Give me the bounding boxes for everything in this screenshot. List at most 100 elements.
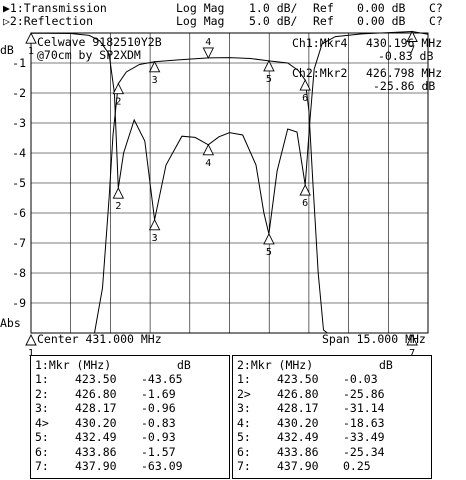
y-tick-label: -3 [12,116,26,130]
ch1-ref: 0.00 dB [357,1,406,15]
ch1-row-freq: 433.86 [75,444,117,459]
transmission-trace [31,57,428,334]
ch2-marker-label: Ch2:Mkr2 [292,66,348,80]
ch2-row-id: 6: [237,444,251,459]
ch2-format: Log Mag [176,14,225,28]
y-tick-label: -6 [12,206,26,220]
ch1-flag: C? [429,1,443,15]
ch1-row-val: -0.93 [141,430,176,444]
ch1-marker-5-triangle [263,59,275,72]
ch2-row-id: 4: [237,415,251,430]
ch1-row-freq: 430.20 [75,415,117,430]
ch2-marker-5-label: 5 [266,247,272,258]
reflection-trace [31,30,428,235]
ch2-marker-4-triangle [202,143,215,156]
grid [30,32,429,334]
ch1-table-unit: dB [177,358,191,372]
ch1-row-freq: 426.80 [75,386,117,401]
center-freq: Center 431.000 MHz [37,332,162,346]
ch2-label: ▷2:Reflection [3,14,94,28]
ch2-row-id: 7: [237,459,251,473]
ch2-marker-1-triangle [25,32,37,44]
ch2-marker-1-label: 1 [28,46,34,57]
ch2-row-val: -0.03 [343,372,378,386]
ch1-row-id: 6: [35,444,49,459]
ch2-row-val: -33.49 [343,430,385,444]
ch2-ref-label: Ref [313,14,334,28]
ch2-marker-value: -25.86 dB [373,79,436,93]
ch1-row-id: 4> [35,415,49,430]
ch1-row-val: -0.96 [141,401,176,415]
ch2-row-freq: 432.49 [277,430,319,444]
ch2-row-id: 3: [237,401,251,415]
span-freq: Span 15.000 MHz [322,332,426,346]
ch1-marker-4-label: 4 [205,37,211,48]
ch1-row-val: -43.65 [141,372,183,386]
ch2-marker-5-triangle [263,232,275,245]
ch1-marker-label: Ch1:Mkr4 [292,36,348,50]
y-tick-label: -8 [12,266,26,280]
ch2-row-id: 1: [237,372,251,386]
ch1-row-id: 1: [35,372,49,386]
traces [31,30,428,334]
ch1-marker-6-triangle [299,79,311,91]
ch2-row-freq: 430.20 [277,415,319,430]
ch2-row-val: 0.25 [343,459,371,473]
ch1-table-header: 1:Mkr (MHz) [35,358,112,372]
markers: 1 1 2 2 3 3 4 4 5 5 6 6 7 7 [25,30,418,359]
ch1-marker-7-label: 7 [409,348,415,359]
ch1-marker-table: 1:Mkr (MHz) dB 1: 423.50 -43.65 2: 426.80 -1.… [30,355,230,479]
ch2-marker-3-triangle [148,218,161,231]
ch1-marker-1-label: 1 [28,348,34,359]
ch2-table-header: 2:Mkr (MHz) [237,358,314,372]
ch2-row-freq: 433.86 [277,444,319,459]
title-line2: @70cm by SP2XDM [37,48,141,62]
ch1-row-id: 5: [35,430,49,444]
ch1-marker-7-triangle [406,333,418,346]
y-tick-label: -7 [12,236,26,250]
ch2-row-val: -18.63 [343,415,385,430]
ch1-marker-freq: 430.196 MHz [366,36,443,50]
ch1-row-id: 2: [35,386,49,401]
y-tick-label: -1 [12,56,26,70]
ch2-marker-7-label: 7 [409,45,415,56]
ch1-ref-label: Ref [313,1,334,15]
ch2-flag: C? [429,14,443,28]
ch2-row-freq: 437.90 [277,459,319,473]
ch1-row-freq: 423.50 [75,372,117,386]
y-tick-label: -4 [12,146,26,160]
ch2-marker-3-label: 3 [152,233,158,244]
ch2-row-id: 2> [237,386,251,401]
ch2-row-freq: 423.50 [277,372,319,386]
y-unit-label: dB [0,43,14,57]
ch1-row-val: -63.09 [141,459,183,473]
ch2-marker-4-label: 4 [205,158,211,169]
y-tick-label: -2 [12,86,26,100]
ch1-row-val: -1.69 [141,386,176,401]
ch1-marker-3-label: 3 [152,75,158,86]
ch2-marker-6-triangle [299,184,311,196]
ch1-marker-value: -0.83 dB [378,49,434,63]
ch1-marker-1-triangle [25,333,37,346]
ch1-row-val: -1.57 [141,444,176,459]
ch1-label: ▶1:Transmission [3,1,107,15]
ch1-row-val: -0.83 [141,415,176,430]
title-line1: Celwave 9182510Y2B [37,35,162,49]
ch1-row-freq: 437.90 [75,459,117,473]
ch2-row-freq: 428.17 [277,401,319,415]
abs-label: Abs [0,316,21,330]
ch1-marker-2-label: 2 [115,97,121,108]
ch2-scale: 5.0 dB/ [249,14,298,28]
y-tick-label: -9 [12,296,26,310]
ch2-marker-7-triangle [406,30,418,42]
ch2-marker-freq: 426.798 MHz [366,66,443,80]
ch2-marker-2-label: 2 [115,201,121,212]
ch2-marker-2-triangle [112,187,125,199]
ch2-row-id: 5: [237,430,251,444]
y-tick-label: -5 [12,176,26,190]
ch1-marker-6-label: 6 [302,93,308,104]
ch1-row-id: 3: [35,401,49,415]
ch2-row-val: -31.14 [343,401,385,415]
